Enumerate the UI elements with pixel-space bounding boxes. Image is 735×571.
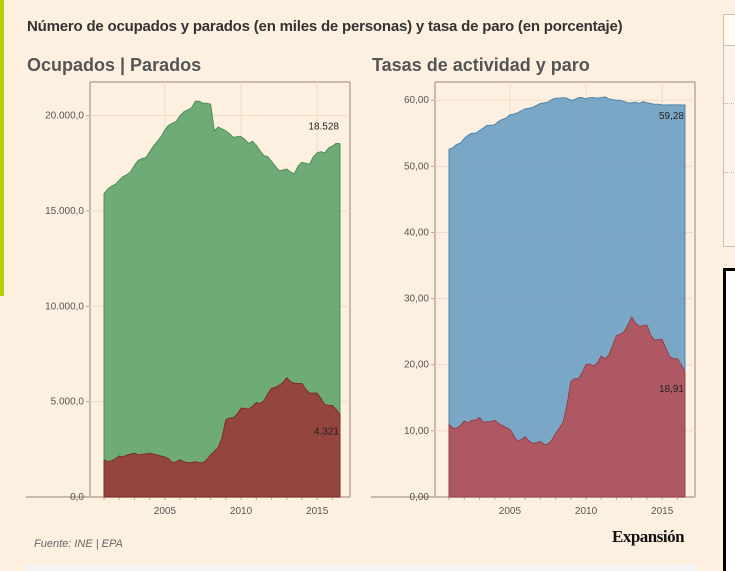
x-tick-label: 2010 [230,506,253,517]
area-parados [103,377,341,498]
y-tick-label: 50,00 [404,161,429,172]
y-tick-label: 20,00 [404,360,429,371]
y-tick-label: 60,00 [404,95,429,106]
accent-bar [0,0,4,296]
chart-title-ocupados-parados: Ocupados | Parados [27,55,202,75]
x-tick-label: 2005 [154,506,177,517]
y-tick-label: 0,00 [410,492,430,503]
y-tick-label: 20.000,0 [45,111,84,122]
divider [724,172,735,173]
side-panel [723,14,735,247]
y-tick-label: 10.000,0 [45,301,84,312]
y-tick-label: 30,00 [404,294,429,305]
data-label-last_parados: 4.321 [314,427,339,438]
x-tick-label: 2005 [499,506,522,517]
side-box [723,268,735,571]
chart-ocupados-parados: 0,0 5.000,0 10.000,0 15.000,0 20.000,0 2005 20… [26,81,351,517]
data-label-last_paro: 18,91 [659,384,684,395]
y-tick-label: 0,0 [70,492,84,503]
footer-strip [26,565,698,571]
divider [724,103,735,104]
chart-tasas: 0,00 10,00 20,00 30,00 40,00 50,00 60,00 2005 20… [371,81,696,517]
y-tick-label: 10,00 [404,426,429,437]
x-tick-label: 2010 [575,506,598,517]
data-label-last_ocupados: 18.528 [308,122,339,133]
data-label-last_actividad: 59,28 [659,111,684,122]
figure-title: Número de ocupados y parados (en miles d… [27,18,623,35]
y-tick-label: 15.000,0 [45,206,84,217]
source-note: Fuente: INE | EPA [34,538,123,550]
y-tick-label: 5.000,0 [51,397,85,408]
side-panel-header [724,15,735,46]
x-tick-label: 2015 [306,506,329,517]
x-tick-label: 2015 [651,506,674,517]
y-tick-label: 40,00 [404,227,429,238]
area-tasa-de-paro [448,316,686,498]
brand-logo: Expansión [612,527,685,546]
chart-title-tasas: Tasas de actividad y paro [372,55,590,75]
